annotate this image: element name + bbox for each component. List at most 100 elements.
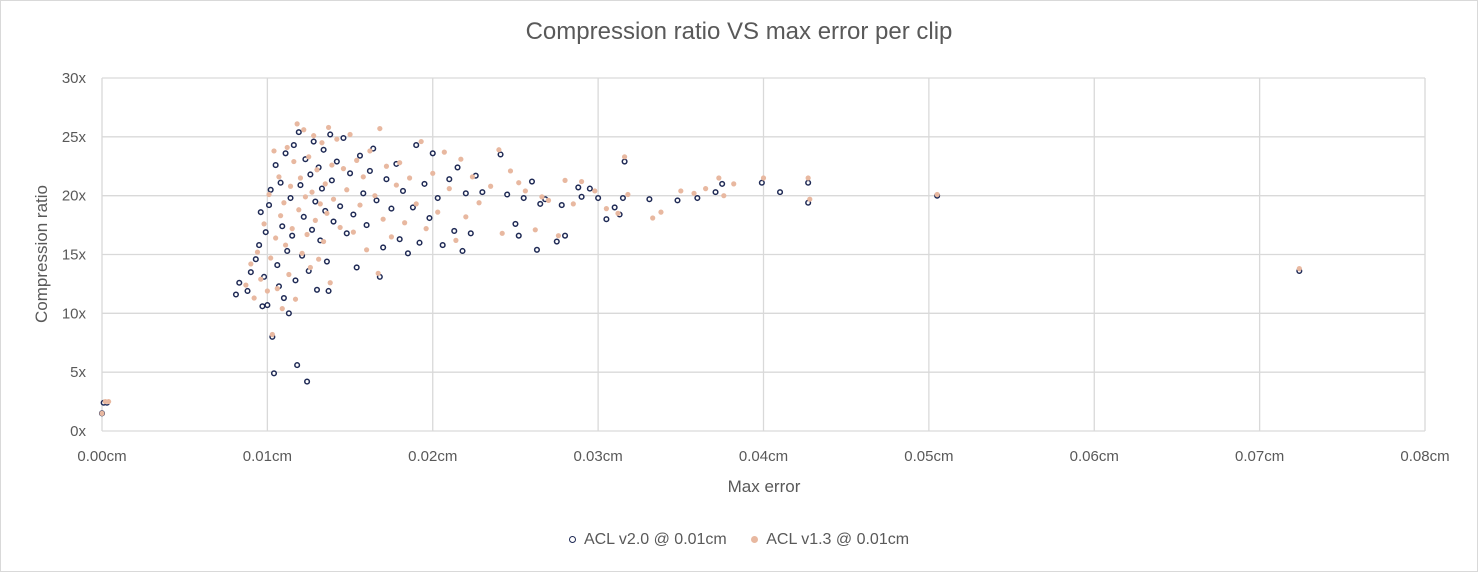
data-point-v20: [247, 269, 254, 276]
data-point-v13: [309, 189, 315, 195]
y-tick-label: 10x: [62, 305, 87, 322]
data-point-v20: [619, 194, 626, 202]
data-point-v13: [299, 250, 305, 256]
data-point-v13: [321, 238, 327, 245]
data-point-v13: [279, 306, 285, 312]
data-point-v13: [287, 183, 294, 189]
data-point-v20: [279, 223, 286, 230]
hollow-circle-icon: [568, 536, 576, 543]
data-point-v20: [294, 362, 301, 369]
y-tick-label: 5x: [70, 364, 86, 381]
data-point-v13: [264, 288, 270, 294]
data-point-v20: [646, 196, 653, 203]
data-point-v13: [615, 210, 621, 216]
data-point-v13: [807, 196, 813, 202]
data-point-v20: [404, 250, 411, 257]
data-point-v13: [446, 186, 452, 192]
data-point-v13: [555, 233, 562, 239]
data-point-v13: [691, 190, 697, 196]
x-tick-label: 0.06cm: [1070, 448, 1119, 465]
data-point-v13: [453, 237, 459, 243]
data-point-v13: [592, 188, 598, 194]
data-point-v13: [317, 201, 323, 207]
data-point-v20: [328, 177, 335, 184]
data-point-v13: [377, 125, 383, 132]
data-point-v20: [295, 129, 302, 136]
data-point-v13: [430, 170, 436, 176]
data-point-v20: [289, 232, 296, 239]
data-point-v20: [287, 194, 294, 202]
grid-lines: [101, 77, 1426, 432]
data-point-v20: [327, 131, 334, 138]
data-point-v20: [310, 138, 317, 145]
data-point-v13: [248, 261, 254, 267]
data-point-v13: [350, 229, 356, 235]
data-point-v20: [285, 310, 292, 317]
data-point-v20: [497, 151, 504, 158]
data-point-v20: [304, 378, 311, 385]
data-point-v20: [558, 202, 565, 209]
data-point-v20: [257, 209, 264, 216]
data-point-v13: [364, 247, 370, 253]
data-point-v20: [479, 189, 486, 196]
data-point-v13: [340, 166, 347, 172]
data-point-v13: [281, 200, 287, 206]
data-point-v13: [625, 191, 631, 198]
data-point-v20: [413, 142, 420, 149]
x-tick-label: 0.07cm: [1235, 448, 1284, 465]
data-point-v13: [760, 175, 767, 181]
data-point-v13: [388, 234, 395, 240]
data-point-v13: [334, 136, 340, 142]
data-point-v13: [934, 191, 940, 198]
data-point-v20: [323, 258, 330, 265]
filled-circle-icon: [751, 536, 759, 543]
data-point-v13: [243, 282, 249, 288]
data-point-v13: [266, 191, 272, 198]
data-point-v20: [776, 189, 784, 196]
data-point-v13: [375, 270, 381, 276]
y-axis-label: Compression ratio: [32, 185, 51, 323]
data-point-v13: [406, 175, 413, 181]
data-point-v20: [515, 232, 522, 239]
data-point-v13: [296, 207, 302, 213]
data-point-v13: [678, 188, 684, 194]
data-point-v20: [232, 291, 240, 298]
data-point-v20: [366, 167, 373, 175]
data-point-v20: [603, 216, 610, 223]
data-point-v20: [429, 150, 436, 157]
data-point-v20: [380, 244, 387, 251]
data-point-v13: [268, 255, 274, 261]
data-point-v20: [292, 277, 299, 284]
data-point-v13: [294, 121, 300, 127]
data-point-v13: [322, 181, 328, 187]
data-point-v20: [805, 179, 812, 186]
data-point-v13: [292, 296, 299, 302]
x-axis-label: Max error: [728, 477, 801, 496]
data-point-v20: [520, 194, 527, 202]
data-point-v20: [252, 256, 259, 263]
data-point-v20: [533, 246, 540, 253]
data-point-v20: [611, 204, 618, 211]
data-point-v20: [451, 227, 458, 235]
data-point-v13: [251, 295, 257, 301]
data-point-v20: [353, 264, 360, 271]
data-point-v13: [271, 148, 277, 154]
data-point-v13: [393, 182, 399, 188]
data-point-v20: [267, 186, 274, 193]
legend: ACL v2.0 @ 0.01cm ACL v1.3 @ 0.01cm: [0, 530, 1478, 549]
data-point-v13: [532, 227, 538, 233]
data-point-v20: [277, 179, 284, 186]
data-point-v13: [330, 196, 337, 202]
data-point-v13: [367, 148, 373, 154]
data-point-v20: [330, 218, 337, 225]
data-point-v20: [284, 247, 291, 255]
data-point-v20: [282, 150, 289, 157]
data-point-v20: [300, 213, 307, 220]
data-point-v13: [435, 209, 441, 215]
data-point-v13: [254, 249, 261, 255]
x-tick-label: 0.05cm: [904, 448, 953, 465]
legend-label-v20: ACL v2.0 @ 0.01cm: [583, 530, 727, 548]
data-point-v13: [354, 157, 360, 163]
data-point-v20: [421, 180, 428, 187]
